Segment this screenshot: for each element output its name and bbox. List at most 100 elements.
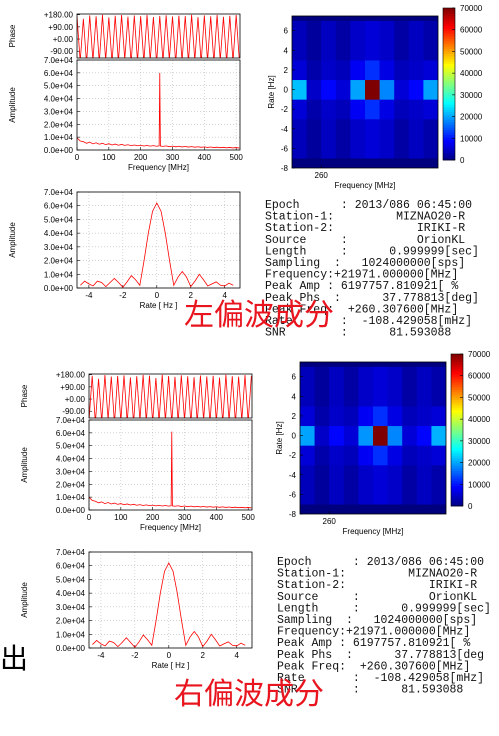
colorbar-segment [443, 33, 455, 36]
heat-cell [307, 99, 322, 119]
heat-cell [394, 139, 409, 159]
x-tick-label: 200 [134, 153, 148, 162]
colorbar-segment [443, 11, 455, 14]
heat-cell [380, 21, 395, 41]
y-tick-label: +90.00 [60, 383, 85, 392]
colorbar-segment [451, 427, 463, 430]
heat-cell [315, 406, 330, 426]
heat-cell [373, 445, 388, 465]
caption: 右偏波成分 [174, 677, 324, 712]
heat-cell [336, 60, 351, 80]
y-tick-label: -6 [281, 144, 289, 153]
colorbar-segment [443, 43, 455, 46]
colorbar-segment [443, 41, 455, 44]
heat-cell [336, 119, 351, 139]
heat-cell [344, 445, 359, 465]
heat-cell [417, 367, 432, 387]
heat-cell [329, 367, 344, 387]
y-tick-label: -8 [289, 510, 297, 519]
x-tick-label: 300 [178, 513, 192, 522]
heat-cell [344, 426, 359, 446]
y-tick-label: 2.0e+04 [44, 120, 74, 129]
colorbar-segment [443, 137, 455, 140]
colorbar-segment [451, 402, 463, 405]
colorbar-segment [443, 102, 455, 105]
x-axis-label: Frequency [MHz] [140, 523, 201, 532]
colorbar-segment [451, 362, 463, 365]
y-axis-label: Amplitude [20, 582, 29, 618]
heat-cell [394, 119, 409, 139]
colorbar-segment [451, 420, 463, 423]
y-tick-label: 3.0e+04 [56, 467, 86, 476]
y-axis-label: Rate [Hz] [275, 421, 284, 454]
heat-cell [307, 119, 322, 139]
heat-cell [431, 367, 446, 387]
y-tick-label: 1.0e+04 [56, 630, 86, 639]
heat-cell [344, 406, 359, 426]
y-axis-label: Amplitude [8, 222, 17, 258]
colorbar-segment [451, 483, 463, 486]
colorbar-segment [443, 107, 455, 110]
line-plot: +180.00+90.00+0.00-90.00Phase [8, 11, 240, 64]
heat-cell [409, 119, 424, 139]
colorbar-segment [451, 465, 463, 468]
y-tick-label: 5.0e+04 [44, 215, 74, 224]
colorbar-segment [443, 18, 455, 21]
colorbar-segment [443, 38, 455, 41]
colorbar-segment [443, 89, 455, 92]
y-tick-label: 5.0e+04 [44, 82, 74, 91]
colorbar-segment [443, 92, 455, 95]
colorbar-segment [451, 478, 463, 481]
y-tick-label: 2.0e+04 [56, 480, 86, 489]
heat-cell [373, 387, 388, 407]
heat-cell [373, 367, 388, 387]
colorbar-tick-label: 70000 [468, 350, 491, 359]
y-tick-label: -4 [289, 471, 297, 480]
x-tick-label: 200 [146, 513, 160, 522]
y-tick-label: -90.00 [62, 407, 85, 416]
colorbar-segment [443, 36, 455, 39]
heat-cell [307, 139, 322, 159]
colorbar-segment [443, 140, 455, 143]
heat-cell [409, 21, 424, 41]
colorbar-segment [451, 473, 463, 476]
heat-cell [417, 445, 432, 465]
colorbar-segment [443, 69, 455, 72]
colorbar-segment [443, 84, 455, 87]
heat-cell [402, 367, 417, 387]
heat-cell [394, 21, 409, 41]
colorbar-tick-label: 0 [468, 502, 473, 511]
y-tick-label: 4.0e+04 [56, 455, 86, 464]
colorbar-segment [451, 400, 463, 403]
colorbar-tick-label: 50000 [460, 47, 483, 56]
colorbar-segment [451, 501, 463, 504]
y-tick-label: 4 [292, 392, 297, 401]
heat-cell [350, 119, 365, 139]
colorbar-segment [451, 433, 463, 436]
heat-cell [344, 367, 359, 387]
colorbar-segment [443, 145, 455, 148]
line-plot: 0.0e+001.0e+042.0e+043.0e+044.0e+045.0e+… [20, 548, 252, 670]
heat-cell [315, 387, 330, 407]
heat-cell [402, 445, 417, 465]
heat-cell [423, 119, 438, 139]
colorbar-segment [451, 488, 463, 491]
heat-cell [388, 367, 403, 387]
heat-cell [321, 99, 336, 119]
heat-cell [380, 139, 395, 159]
colorbar-segment [451, 387, 463, 390]
x-tick-label: 500 [230, 153, 244, 162]
colorbar-segment [443, 117, 455, 120]
y-tick-label: 0 [292, 432, 297, 441]
heat-cell [344, 465, 359, 485]
x-tick-label: 0 [167, 651, 172, 660]
colorbar-tick-label: 20000 [460, 113, 483, 122]
y-tick-label: -8 [281, 164, 289, 173]
figure: +180.00+90.00+0.00-90.00Phase0.0e+001.0e… [0, 0, 499, 736]
colorbar-segment [451, 455, 463, 458]
y-tick-label: 4 [284, 46, 289, 55]
x-tick-label: -4 [85, 291, 93, 300]
heat-cell [329, 426, 344, 446]
x-tick-label: 260 [323, 517, 337, 526]
